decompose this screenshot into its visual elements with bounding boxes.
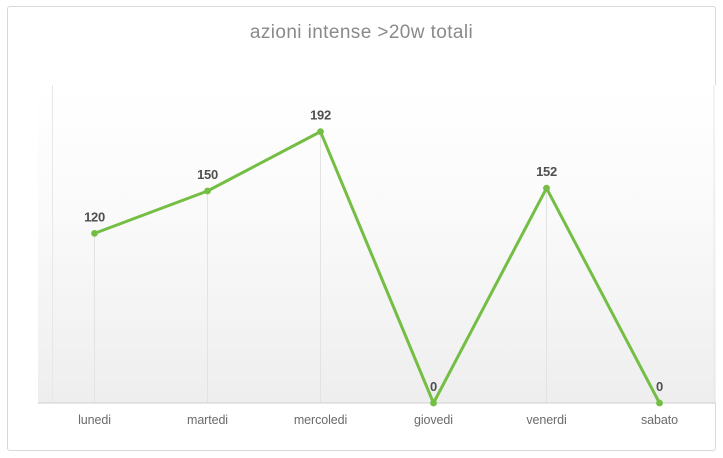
- data-label: 0: [656, 379, 663, 394]
- data-label: 192: [310, 108, 331, 123]
- x-axis-label: lunedi: [78, 413, 111, 427]
- series-line: [93, 130, 661, 405]
- x-axis-label: mercoledi: [294, 413, 347, 427]
- x-axis-label: sabato: [641, 413, 678, 427]
- chart-title: azioni intense >20w totali: [249, 22, 474, 43]
- data-label: 0: [430, 379, 437, 394]
- data-point-marker: [91, 230, 98, 237]
- x-axis-label: venerdi: [526, 413, 566, 427]
- data-point-marker: [204, 187, 211, 195]
- data-label: 120: [84, 209, 105, 224]
- data-label: 152: [536, 164, 557, 179]
- data-label: 150: [197, 167, 218, 182]
- data-point-marker: [543, 184, 550, 192]
- x-axis-label: giovedi: [414, 413, 453, 427]
- x-axis-label: martedi: [187, 413, 228, 427]
- data-point-marker: [430, 399, 437, 407]
- data-point-marker: [656, 399, 663, 407]
- plot-background: [38, 85, 716, 403]
- data-point-marker: [317, 128, 324, 136]
